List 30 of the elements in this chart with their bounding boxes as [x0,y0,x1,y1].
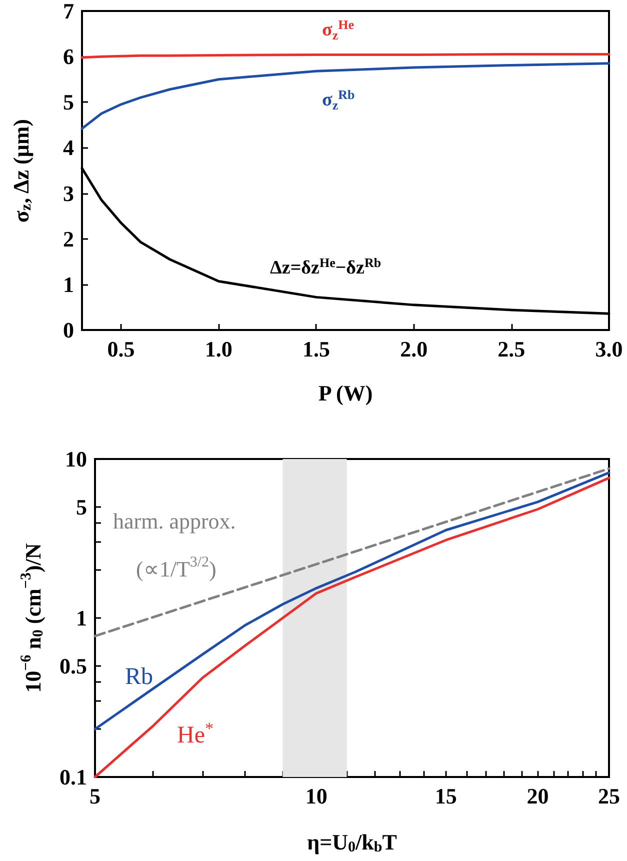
y-tick-label: 0.5 [60,653,87,678]
series-label: Rb [125,664,154,690]
y-tick-label: 0.1 [60,764,87,790]
x-tick-label: 0.5 [107,336,135,362]
y-tick-label: 1 [76,606,87,630]
annotation: harm. approx. [113,508,236,534]
y-tick-label: 3 [63,180,74,206]
y-tick-label: 4 [63,135,74,160]
x-tick-label: 3.0 [595,336,623,362]
y-tick-label: 10 [65,446,87,472]
x-tick-label: 1.5 [302,336,330,362]
y-axis-title: 10−6 n0 (cm−3)/N [18,543,46,693]
x-tick-label: 1.0 [204,336,232,362]
x-tick-label: 2.5 [498,336,526,362]
x-tick-label: 20 [526,784,549,808]
y-tick-label: 6 [63,44,74,70]
x-tick-label: 25 [598,784,620,808]
y-tick-label: 5 [76,494,87,520]
line-series [80,62,610,130]
x-tick-label: 2.0 [400,336,428,362]
y-tick-label: 5 [63,90,74,115]
y-tick-label: 7 [63,0,74,24]
y-tick-label: 1 [63,272,74,297]
y-tick-label: 2 [63,226,74,252]
x-axis-title: P (W) [318,380,373,406]
x-tick-label: 15 [434,784,457,808]
series-label: He* [177,719,214,748]
x-tick-label: 10 [305,784,328,808]
y-tick-label: 0 [63,318,74,342]
y-axis-title: σz, Δz (μm) [8,119,34,223]
